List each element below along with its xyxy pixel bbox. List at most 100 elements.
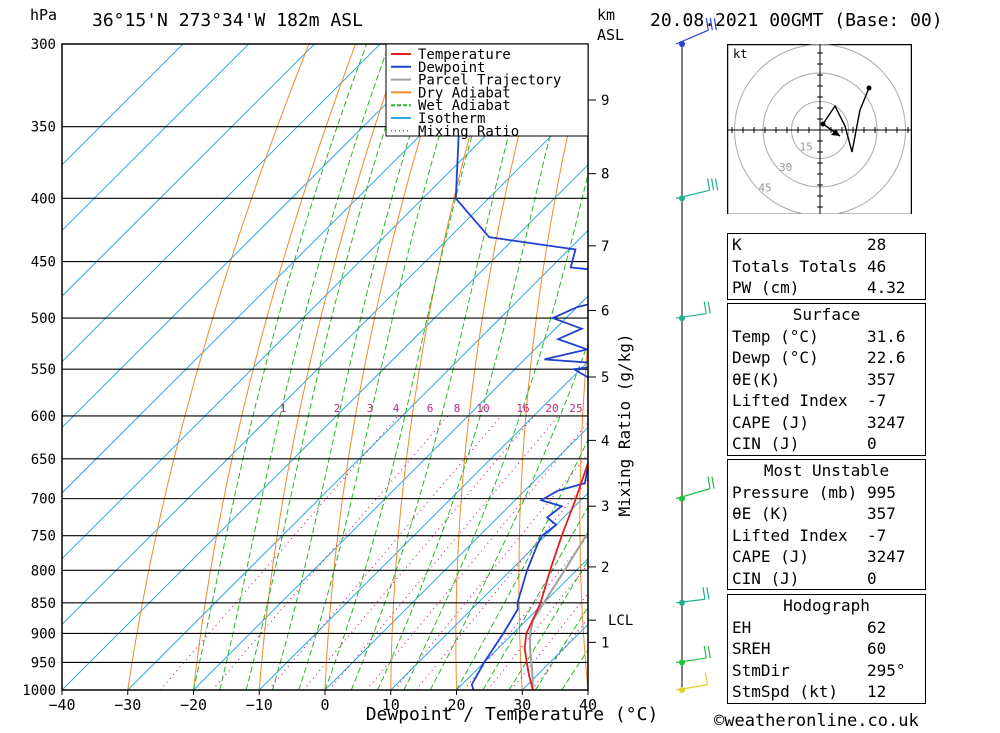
most-unstable-title: Most Unstable: [763, 461, 890, 480]
mixing-ratio-line: [268, 415, 502, 690]
pressure-tick-label: 1000: [22, 683, 56, 699]
wind-barb-flag: [706, 178, 711, 191]
pressure-tick-label: 400: [31, 191, 56, 207]
temperature-tick-label: 10: [382, 696, 400, 714]
wind-barb-flag: [709, 18, 713, 31]
pressure-tick-label: 450: [31, 255, 56, 271]
hodograph-params-title: Hodograph: [783, 596, 870, 615]
km-tick-label: 7: [601, 239, 609, 255]
wind-barb-flag: [713, 18, 717, 31]
isotherm-line: [62, 44, 381, 363]
hodograph: kt 15 30 45: [727, 44, 912, 214]
wind-level-dot: [679, 687, 685, 693]
asl-unit-label: ASL: [597, 26, 625, 44]
mixing-ratio-line: [159, 415, 399, 690]
legend-entry: Mixing Ratio: [418, 124, 519, 140]
wind-barb-flag: [703, 301, 707, 314]
pressure-tick-label: 850: [31, 596, 56, 612]
parcel-trajectory-line: [528, 530, 588, 690]
isotherm-line: [390, 492, 588, 690]
mu-cape-value: 3247: [867, 547, 906, 566]
wind-barb: [675, 189, 710, 199]
mixing-ratio-label: 6: [427, 402, 434, 415]
wind-barb-flag: [702, 587, 706, 600]
wind-barb-flag: [703, 645, 707, 659]
mixing-ratio-line: [211, 415, 449, 690]
pressure-tick-label: 700: [31, 492, 56, 508]
wind-barb: [675, 313, 707, 319]
km-tick-label: 5: [601, 370, 609, 386]
surface-cape-value: 3247: [867, 412, 906, 432]
legend-entry: Temperature: [418, 47, 511, 63]
mixing-ratio-label: 1: [280, 402, 287, 415]
wind-barb-flag: [706, 587, 710, 600]
pressure-tick-label: 300: [31, 37, 56, 53]
mixing-ratio-label: 3: [367, 402, 374, 415]
isotherm-line: [62, 44, 250, 232]
hodograph-ring-label: 15: [799, 141, 812, 154]
sounding-datetime: 20.08.2021 00GMT (Base: 00): [650, 10, 943, 31]
legend-entry: Dry Adiabat: [418, 85, 511, 101]
eh-value: 62: [867, 617, 887, 637]
mixing-ratio-label: 2: [334, 402, 341, 415]
most-unstable-table: Most Unstable Pressure (mb) 995 θE (K) 357…: [727, 459, 926, 590]
dry-adiabat-line: [959, 7, 1000, 690]
mu-lifted-index-value: -7: [867, 525, 887, 545]
pressure-tick-label: 500: [31, 311, 56, 327]
surface-cin-value: 0: [867, 434, 877, 453]
wind-barb: [675, 684, 708, 691]
km-tick-label: 8: [601, 167, 609, 183]
surface-title: Surface: [792, 305, 861, 324]
wind-barb-flag: [705, 18, 709, 31]
legend-entry: Dewpoint: [418, 60, 485, 76]
temperature-tick-label: 30: [513, 696, 531, 714]
isotherm-line: [62, 44, 316, 297]
surface-temp-value: 31.6: [867, 326, 906, 346]
mixing-ratio-label: 25: [569, 402, 582, 415]
wet-adiabat-line: [429, 341, 588, 690]
wet-adiabat-line: [456, 438, 588, 690]
dry-adiabat-line: [193, 44, 357, 690]
wind-barb-flag: [714, 178, 719, 191]
mu-theta-e-value: 357: [867, 504, 896, 523]
wet-adiabat-line: [350, 44, 534, 690]
station-location: 36°15'N 273°34'W 182m ASL: [92, 10, 363, 31]
km-tick-label: 1: [601, 635, 609, 651]
storm-direction-value: 295°: [867, 660, 906, 680]
isotherm-line: [258, 361, 588, 690]
mu-cin-value: 0: [867, 568, 877, 588]
isotherm-line: [62, 44, 184, 166]
mixing-ratio-label: 16: [516, 402, 529, 415]
copyright-link[interactable]: ©weatheronline.co.uk: [714, 711, 919, 731]
pressure-tick-label: 950: [31, 655, 56, 671]
km-unit-label: km: [597, 6, 616, 24]
isotherm-line: [62, 44, 447, 429]
pressure-tick-label: 350: [31, 120, 56, 136]
storm-speed-value: 12: [867, 682, 887, 701]
km-tick-label: 9: [601, 93, 609, 109]
wind-barb: [675, 598, 706, 604]
wet-adiabat-line: [534, 606, 588, 690]
k-index-value: 28: [867, 235, 887, 254]
pressure-tick-label: 900: [31, 626, 56, 642]
temperature-tick-label: 20: [447, 696, 465, 714]
mixing-ratio-label: 10: [476, 402, 489, 415]
totals-totals-value: 46: [867, 256, 887, 276]
sreh-value: 60: [867, 639, 887, 658]
hodograph-end-dot: [866, 85, 872, 91]
km-tick-label: 4: [601, 433, 609, 449]
isotherm-line: [127, 229, 588, 690]
pressure-tick-label: 600: [31, 409, 56, 425]
wind-barb: [675, 657, 707, 664]
mu-pressure-value: 995: [867, 482, 896, 502]
hodograph-ring-label: 45: [758, 182, 771, 195]
lcl-label: LCL: [608, 613, 633, 629]
pressure-tick-label: 800: [31, 563, 56, 579]
legend-entry: Parcel Trajectory: [418, 73, 561, 89]
surface-dewp-value: 22.6: [867, 348, 906, 367]
wind-barb: [675, 488, 711, 500]
temperature-tick-label: −10: [246, 696, 273, 714]
legend-entry: Wet Adiabat: [418, 98, 511, 114]
isotherm-line: [193, 295, 588, 690]
